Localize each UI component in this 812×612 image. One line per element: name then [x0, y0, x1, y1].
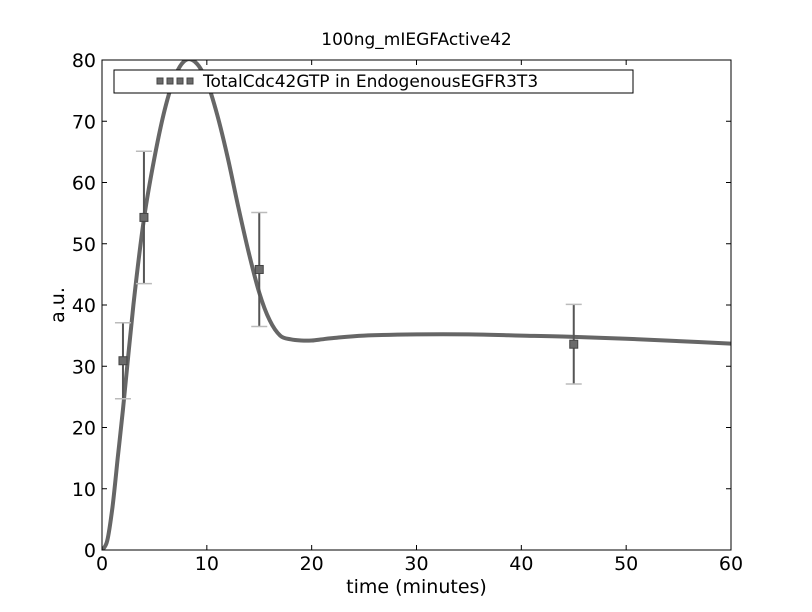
plot-frame: [101, 59, 732, 551]
y-tick-label: 0: [84, 540, 96, 562]
x-tick-label: 30: [404, 553, 428, 575]
ticks-layer: 0 10 20 30 40 50 60 0 10 20 30 40 50 60 70 80: [72, 50, 743, 575]
y-tick-label: 20: [72, 418, 96, 440]
chart-title: 100ng_mIEGFActive42: [321, 30, 511, 50]
x-axis-title: time (minutes): [346, 576, 487, 598]
y-tick-label: 70: [72, 111, 96, 133]
y-tick-label: 40: [72, 295, 96, 317]
legend-marker-square: [166, 77, 174, 85]
legend-marker: [156, 77, 194, 85]
x-tick-label: 40: [509, 553, 533, 575]
legend-marker-square: [186, 77, 194, 85]
x-tick-label: 60: [719, 553, 743, 575]
data-point: [139, 212, 149, 222]
legend: TotalCdc42GTP in EndogenousEGFR3T3: [113, 69, 634, 94]
legend-marker-square: [176, 77, 184, 85]
data-point: [118, 356, 128, 366]
y-axis-title: a.u.: [47, 287, 69, 323]
model-curve-line: [102, 60, 731, 550]
y-tick-label: 80: [72, 50, 96, 72]
data-layer: [102, 60, 731, 550]
data-point: [254, 264, 264, 274]
x-tick-label: 0: [96, 553, 108, 575]
legend-label: TotalCdc42GTP in EndogenousEGFR3T3: [202, 72, 538, 92]
y-tick-label: 60: [72, 173, 96, 195]
y-tick-label: 50: [72, 234, 96, 256]
y-tick-label: 30: [72, 356, 96, 378]
y-tick-label: 10: [72, 479, 96, 501]
x-tick-label: 50: [614, 553, 638, 575]
legend-marker-square: [156, 77, 164, 85]
data-point: [569, 339, 579, 349]
x-tick-label: 20: [300, 553, 324, 575]
legend-box: [113, 69, 634, 94]
x-tick-label: 10: [195, 553, 219, 575]
